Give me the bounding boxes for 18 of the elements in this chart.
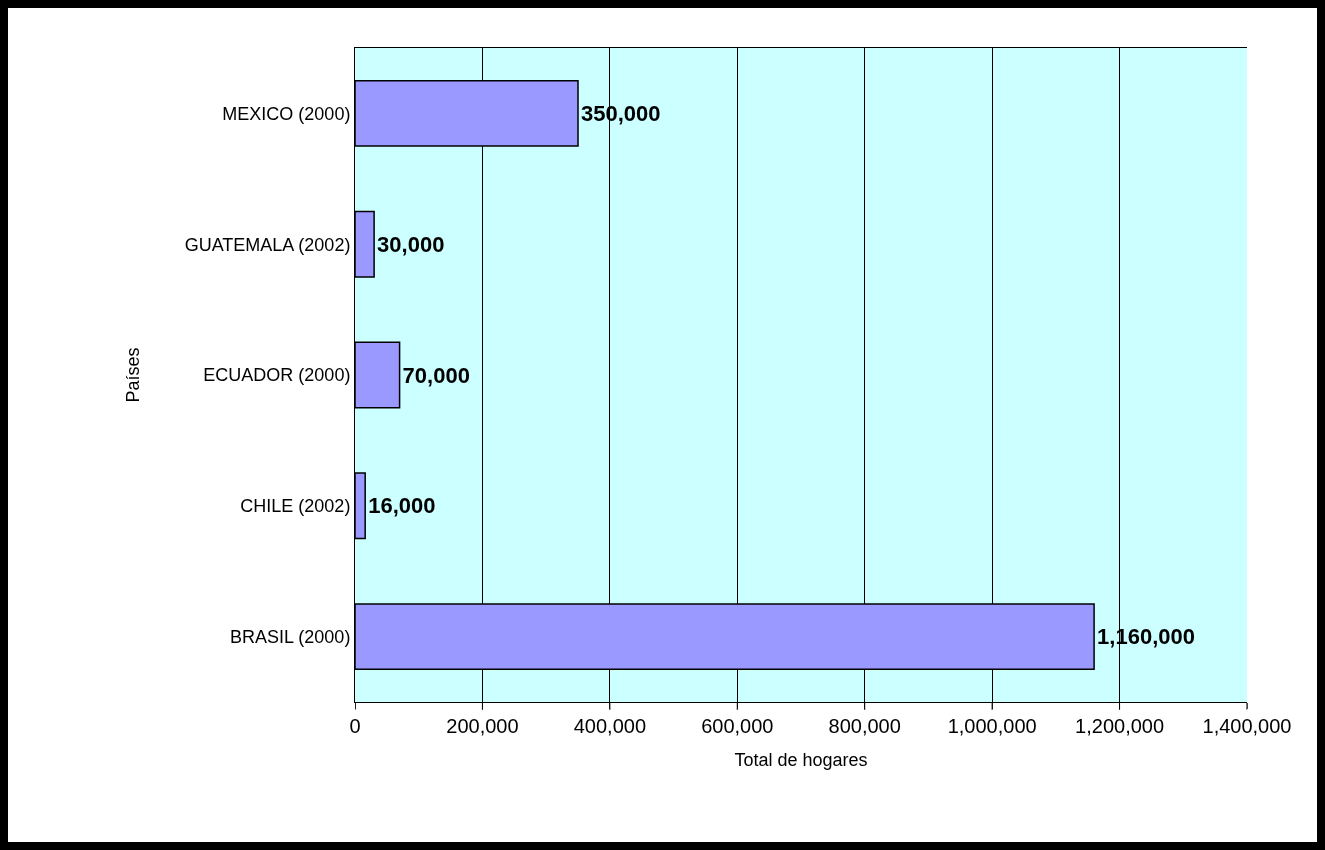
y-tick-label: GUATEMALA (2002) — [184, 234, 351, 255]
x-tick-label: 1,000,000 — [947, 715, 1037, 737]
y-tick-label: MEXICO (2000) — [222, 103, 351, 124]
data-label: 30,000 — [377, 231, 445, 257]
x-tick-label: 0 — [349, 715, 361, 737]
y-tick-label: CHILE (2002) — [240, 496, 351, 517]
data-label: 16,000 — [368, 493, 436, 519]
x-tick-label: 200,000 — [446, 715, 519, 737]
x-tick-label: 800,000 — [828, 715, 901, 737]
y-tick-label: ECUADOR (2000) — [203, 365, 351, 386]
x-tick-label: 1,400,000 — [1202, 715, 1292, 737]
x-tick-label: 400,000 — [573, 715, 647, 737]
y-axis-title: Países — [122, 347, 143, 403]
x-axis-title: Total de hogares — [734, 750, 868, 770]
y-tick-label: BRASIL (2000) — [229, 626, 351, 647]
x-tick-label: 1,200,000 — [1075, 715, 1165, 737]
data-label: 70,000 — [402, 362, 470, 388]
x-tick-label: 600,000 — [701, 715, 774, 737]
